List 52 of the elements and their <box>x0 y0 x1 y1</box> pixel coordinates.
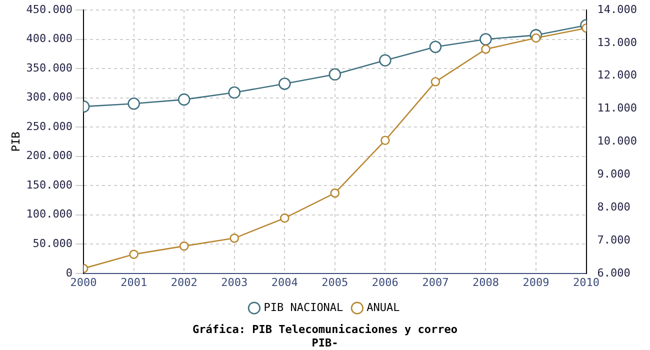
y-tick-label: 0 <box>66 266 73 280</box>
point <box>228 86 241 99</box>
point <box>129 250 138 259</box>
point <box>280 213 290 223</box>
x-tick-label: 2000 <box>70 276 97 289</box>
y2-tick-label: 12.000 <box>597 68 638 82</box>
point <box>430 77 440 86</box>
point <box>481 44 490 54</box>
y-tick-label: 350.000 <box>26 61 73 74</box>
x-tick-label: 2003 <box>221 276 248 289</box>
legend-label: PIB NACIONAL <box>264 300 344 314</box>
point <box>379 54 392 66</box>
point <box>179 241 189 251</box>
x-tick-label: 2007 <box>422 276 449 289</box>
y-tick-label: 250.000 <box>26 120 73 133</box>
y2-tick-label: 10.000 <box>597 134 638 148</box>
x-tick-label: 2004 <box>271 276 298 289</box>
x-tick-label: 2010 <box>573 276 600 289</box>
y2-tick-label: 7.000 <box>597 233 630 246</box>
point <box>480 33 492 46</box>
x-tick-label: 2006 <box>372 276 398 289</box>
y-axis-title: PIB <box>9 131 22 152</box>
y-tick-label: 150.000 <box>26 178 73 192</box>
text: Gráfica: PIB Telecomunicaciones y correo <box>192 323 458 336</box>
y2-tick-label: 11.000 <box>597 102 638 115</box>
x-tick-label: 2002 <box>170 276 198 289</box>
point <box>178 93 190 106</box>
point <box>531 33 541 43</box>
y2-tick-label: 6.000 <box>597 266 630 280</box>
y2-tick-label: 8.000 <box>597 200 630 214</box>
y-tick-label: 450.000 <box>26 2 73 16</box>
point <box>328 68 342 81</box>
point <box>230 234 240 243</box>
x-tick-label: 2005 <box>322 276 348 289</box>
point <box>380 136 390 146</box>
y-tick-label: 400.000 <box>26 32 73 46</box>
y2-tick-label: 14.000 <box>597 2 638 16</box>
point <box>330 188 340 198</box>
x-tick-label: 2001 <box>120 276 148 289</box>
x-tick-label: 2009 <box>522 276 550 289</box>
legend-label: ANUAL <box>366 300 400 314</box>
point <box>429 40 442 54</box>
y-tick-label: 50.000 <box>32 236 73 250</box>
point <box>128 98 140 110</box>
y-tick-label: 100.000 <box>26 208 73 221</box>
y-tick-label: 300.000 <box>26 90 73 104</box>
y2-tick-label: 9.000 <box>597 167 630 180</box>
y-tick-label: 200.000 <box>26 149 73 162</box>
x-tick-label: 2008 <box>472 276 499 289</box>
point <box>278 78 291 90</box>
y2-tick-label: 13.000 <box>597 36 638 49</box>
text: PIB- <box>312 336 338 350</box>
